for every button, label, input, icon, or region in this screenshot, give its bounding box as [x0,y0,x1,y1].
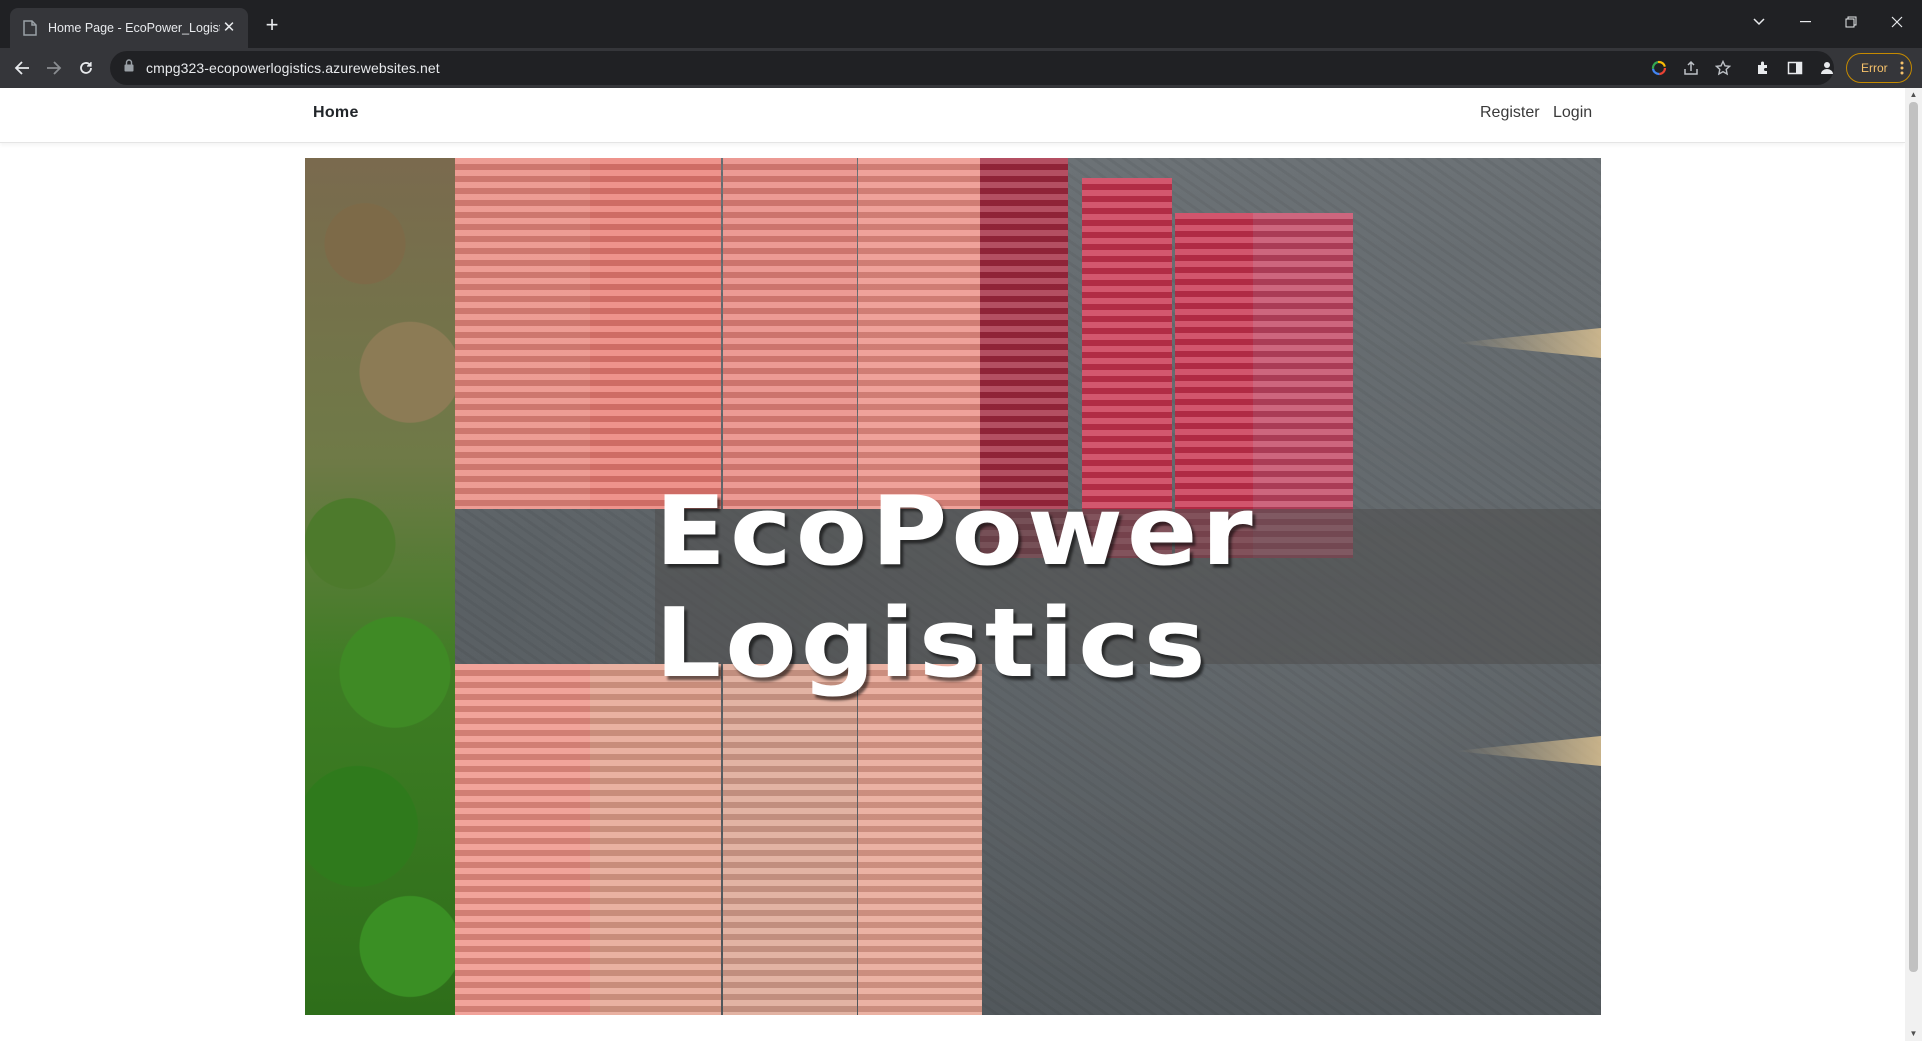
scroll-down-icon[interactable]: ▼ [1909,1029,1918,1038]
site-navbar: Home Register Login [0,88,1905,143]
back-arrow-icon[interactable] [8,54,36,82]
more-icon[interactable] [1899,60,1905,76]
share-icon[interactable] [1677,54,1705,82]
container-block [455,158,590,509]
hero-title-band [655,509,1601,664]
page-favicon-icon [22,19,38,37]
new-tab-button[interactable]: + [265,12,279,37]
extensions-icon[interactable] [1749,54,1777,82]
minimize-icon[interactable] [1782,0,1828,44]
container-block [1175,213,1255,558]
reload-icon[interactable] [72,54,100,82]
page-scrollbar[interactable]: ▲ ▼ [1905,88,1922,1041]
container-block [723,664,857,1015]
error-label: Error [1861,61,1888,75]
forward-arrow-icon[interactable] [40,54,68,82]
side-panel-icon[interactable] [1781,54,1809,82]
hero-vegetation [305,158,455,1015]
tab-title: Home Page - EcoPower_Logistic [48,21,220,35]
tab-strip: Home Page - EcoPower_Logistic ✕ + [0,0,1922,48]
container-block [590,664,721,1015]
hero-image: EcoPower Logistics [305,158,1601,1015]
container-block [590,158,721,509]
container-block [1253,213,1353,558]
container-block [980,158,1068,558]
address-bar[interactable]: cmpg323-ecopowerlogistics.azurewebsites.… [110,51,1834,85]
browser-toolbar: cmpg323-ecopowerlogistics.azurewebsites.… [0,48,1922,88]
register-link[interactable]: Register [1480,104,1540,121]
scroll-thumb[interactable] [1909,102,1918,972]
star-icon[interactable] [1709,54,1737,82]
home-link[interactable]: Home [313,104,359,121]
container-block [858,664,982,1015]
login-link[interactable]: Login [1553,104,1593,121]
scroll-up-icon[interactable]: ▲ [1909,90,1918,99]
container-block [858,158,980,509]
lock-icon[interactable] [124,59,134,77]
profile-icon[interactable] [1813,54,1841,82]
tab-search-icon[interactable] [1736,0,1782,44]
browser-tab[interactable]: Home Page - EcoPower_Logistic ✕ [10,8,248,48]
profile-error-button[interactable]: Error [1846,53,1912,83]
window-close-icon[interactable] [1874,0,1920,44]
hero-title: EcoPower Logistics [655,474,1257,699]
close-icon[interactable]: ✕ [222,19,236,36]
container-block [723,158,857,509]
url-text[interactable]: cmpg323-ecopowerlogistics.azurewebsites.… [146,60,440,76]
restore-icon[interactable] [1828,0,1874,44]
google-icon[interactable] [1645,54,1673,82]
page-viewport: Home Register Login EcoPower Logistics ▲… [0,88,1922,1041]
container-block [455,664,590,1015]
container-block [1082,178,1172,558]
